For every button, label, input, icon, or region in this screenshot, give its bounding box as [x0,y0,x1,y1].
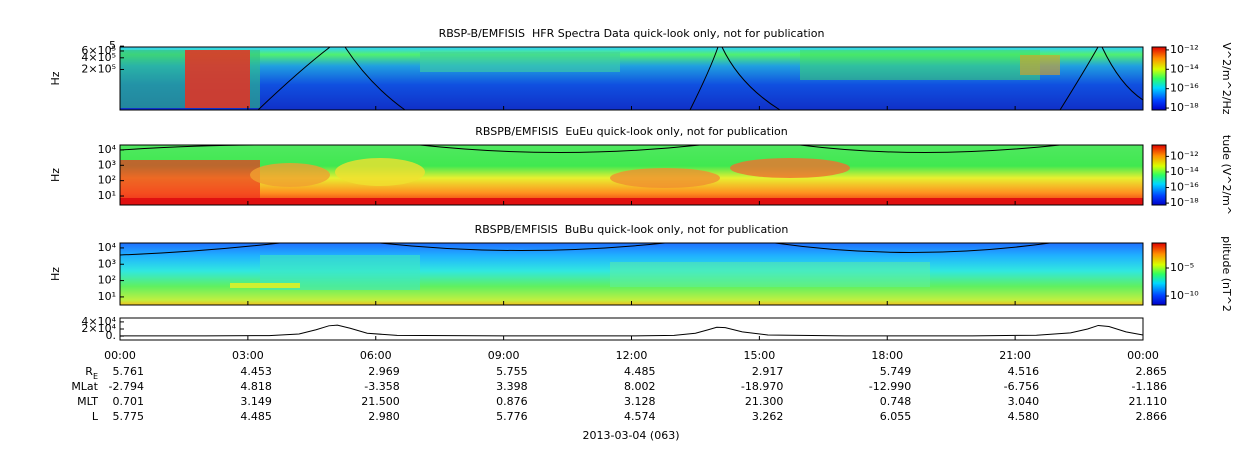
row-label: MLT [77,395,98,408]
panel-title: RBSPB/EMFISIS EuEu quick-look only, not … [475,125,788,138]
colorbar-tick-label: 10⁻¹⁴ [1170,165,1199,178]
ephemeris-value: 3.398 [496,380,528,393]
ephemeris-value: 4.485 [240,410,272,423]
ephemeris-value: 2.917 [752,365,784,378]
y-tick-label: 2×10⁴ [81,322,116,335]
colorbar [1151,242,1167,306]
row-label-text: L [92,410,99,423]
ephemeris-value: -1.186 [1132,380,1167,393]
colorbar-tick-label: 10⁻¹⁸ [1170,101,1199,114]
ephemeris-value: 3.128 [624,395,656,408]
ephemeris-value: 6.055 [880,410,912,423]
ephemeris-value: 0.701 [113,395,145,408]
date-label: 2013-03-04 (063) [582,429,679,442]
y-tick-label: 10³ [98,257,116,270]
ephemeris-value: -3.358 [364,380,399,393]
ephemeris-value: -12.990 [869,380,911,393]
ephemeris-value: 5.775 [113,410,145,423]
ephemeris-value: 0.748 [880,395,912,408]
ephemeris-value: 2.865 [1136,365,1168,378]
y-tick-label: 4×10⁴ [81,315,116,328]
panel-title: RBSP-B/EMFISIS HFR Spectra Data quick-lo… [439,27,825,40]
ephemeris-value: 2.980 [368,410,400,423]
y-tick-label: 10¹ [98,290,116,303]
y-tick-label: 5 [109,39,116,52]
colorbar-tick-label: 10⁻¹² [1170,149,1199,162]
y-tick-label: 0. [106,329,117,342]
ephemeris-value: 2.969 [368,365,400,378]
colorbar-tick-label: 10⁻¹⁴ [1170,62,1199,75]
colorbar-label: V^2/m^2/Hz [1220,42,1233,114]
ephemeris-value: 4.453 [240,365,272,378]
ephemeris-value: 5.761 [113,365,145,378]
x-tick-label: 03:00 [232,349,264,362]
ephemeris-value: 3.040 [1008,395,1040,408]
ephemeris-value: 4.818 [240,380,272,393]
row-label-text: MLT [77,395,98,408]
x-tick-label: 15:00 [744,349,776,362]
ephemeris-value: 5.749 [880,365,912,378]
ephemeris-value: 2.866 [1136,410,1168,423]
row-label: RE [85,365,98,381]
row-label-text: R [85,365,93,378]
ephemeris-value: 21.500 [361,395,400,408]
colorbar-label: tude (V^2/m^ [1220,135,1233,215]
ephemeris-value: -18.970 [741,380,783,393]
colorbar [1151,144,1167,206]
ephemeris-value: 4.580 [1008,410,1040,423]
ephemeris-value: 4.574 [624,410,656,423]
y-axis-label: Hz [49,267,62,281]
ephemeris-value: 8.002 [624,380,656,393]
colorbar-tick-label: 10⁻¹⁸ [1170,196,1199,209]
y-axis-label: Hz [49,168,62,182]
x-tick-label: 21:00 [999,349,1031,362]
colorbar-tick-label: 10⁻¹² [1170,43,1199,56]
row-label: L [92,410,99,423]
row-label-subscript: E [93,372,98,381]
y-tick-label: 6×10⁵ [81,44,116,57]
y-axis-label: Hz [49,71,62,85]
y-tick-label: 4×10⁵ [81,51,116,64]
x-tick-label: 06:00 [360,349,392,362]
ephemeris-value: -6.756 [1004,380,1039,393]
x-tick-label: 12:00 [616,349,648,362]
colorbar-tick-label: 10⁻¹⁶ [1170,82,1199,95]
ephemeris-value: -2.794 [109,380,144,393]
panel-title: RBSPB/EMFISIS BuBu quick-look only, not … [475,223,789,236]
colorbar-tick-label: 10⁻¹⁶ [1170,181,1199,194]
colorbar [1151,46,1167,111]
y-tick-label: 10² [98,274,116,287]
y-tick-label: 10⁴ [98,241,117,254]
colorbar-tick-label: 10⁻⁵ [1170,261,1194,274]
ephemeris-value: 5.755 [496,365,528,378]
y-tick-label: 10⁴ [98,143,117,156]
ephemeris-value: 0.876 [496,395,528,408]
colorbar-tick-label: 10⁻¹⁰ [1170,289,1199,302]
ephemeris-value: 4.485 [624,365,656,378]
x-tick-label: 00:00 [104,349,136,362]
ephemeris-value: 4.516 [1008,365,1040,378]
x-tick-label: 00:00 [1127,349,1159,362]
spectrogram-image [119,46,1144,305]
ephemeris-value: 3.149 [240,395,272,408]
ephemeris-value: 5.776 [496,410,528,423]
ephemeris-value: 21.300 [745,395,784,408]
x-tick-label: 18:00 [871,349,903,362]
ephemeris-value: 3.262 [752,410,784,423]
row-label-text: MLat [71,380,98,393]
colorbar-label: plitude (nT^2 [1220,236,1233,312]
ephemeris-value: 21.110 [1129,395,1168,408]
y-tick-label: 2×10⁵ [81,62,116,75]
y-tick-label: 10² [98,174,116,187]
line [120,324,1144,337]
y-tick-label: 10¹ [98,189,116,202]
row-label: MLat [71,380,98,393]
x-tick-label: 09:00 [488,349,520,362]
y-tick-label: 10³ [98,158,116,171]
